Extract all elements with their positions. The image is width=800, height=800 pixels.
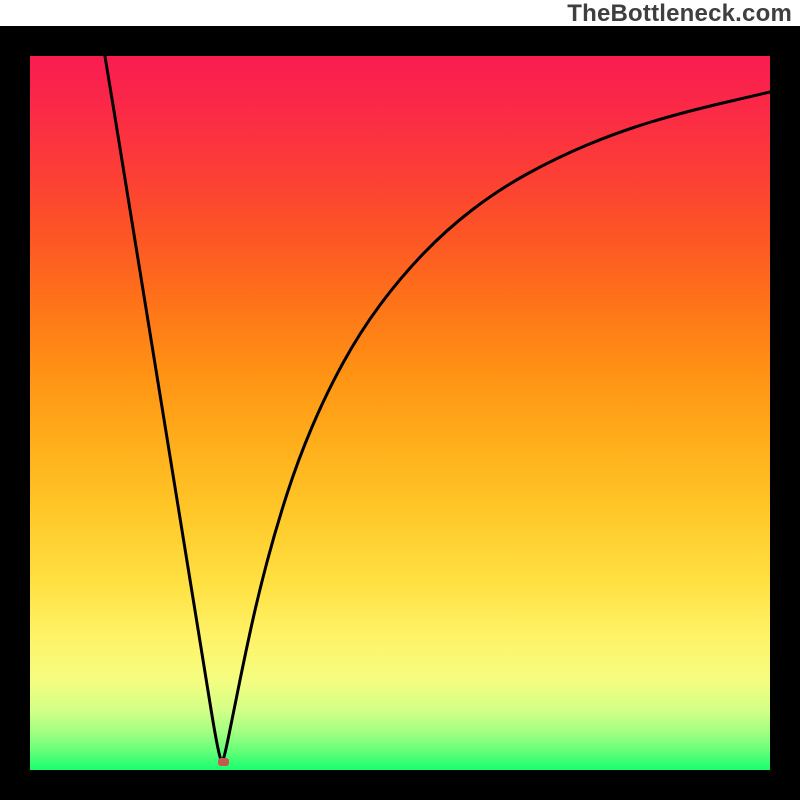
attribution-text: TheBottleneck.com bbox=[567, 0, 792, 28]
plot-background bbox=[30, 30, 770, 770]
bottleneck-chart bbox=[0, 0, 800, 800]
frame-left bbox=[0, 26, 30, 800]
frame-top bbox=[0, 26, 800, 56]
chart-container: TheBottleneck.com bbox=[0, 0, 800, 800]
optimum-marker bbox=[218, 758, 229, 766]
frame-bottom bbox=[0, 770, 800, 800]
frame-right bbox=[770, 26, 800, 800]
